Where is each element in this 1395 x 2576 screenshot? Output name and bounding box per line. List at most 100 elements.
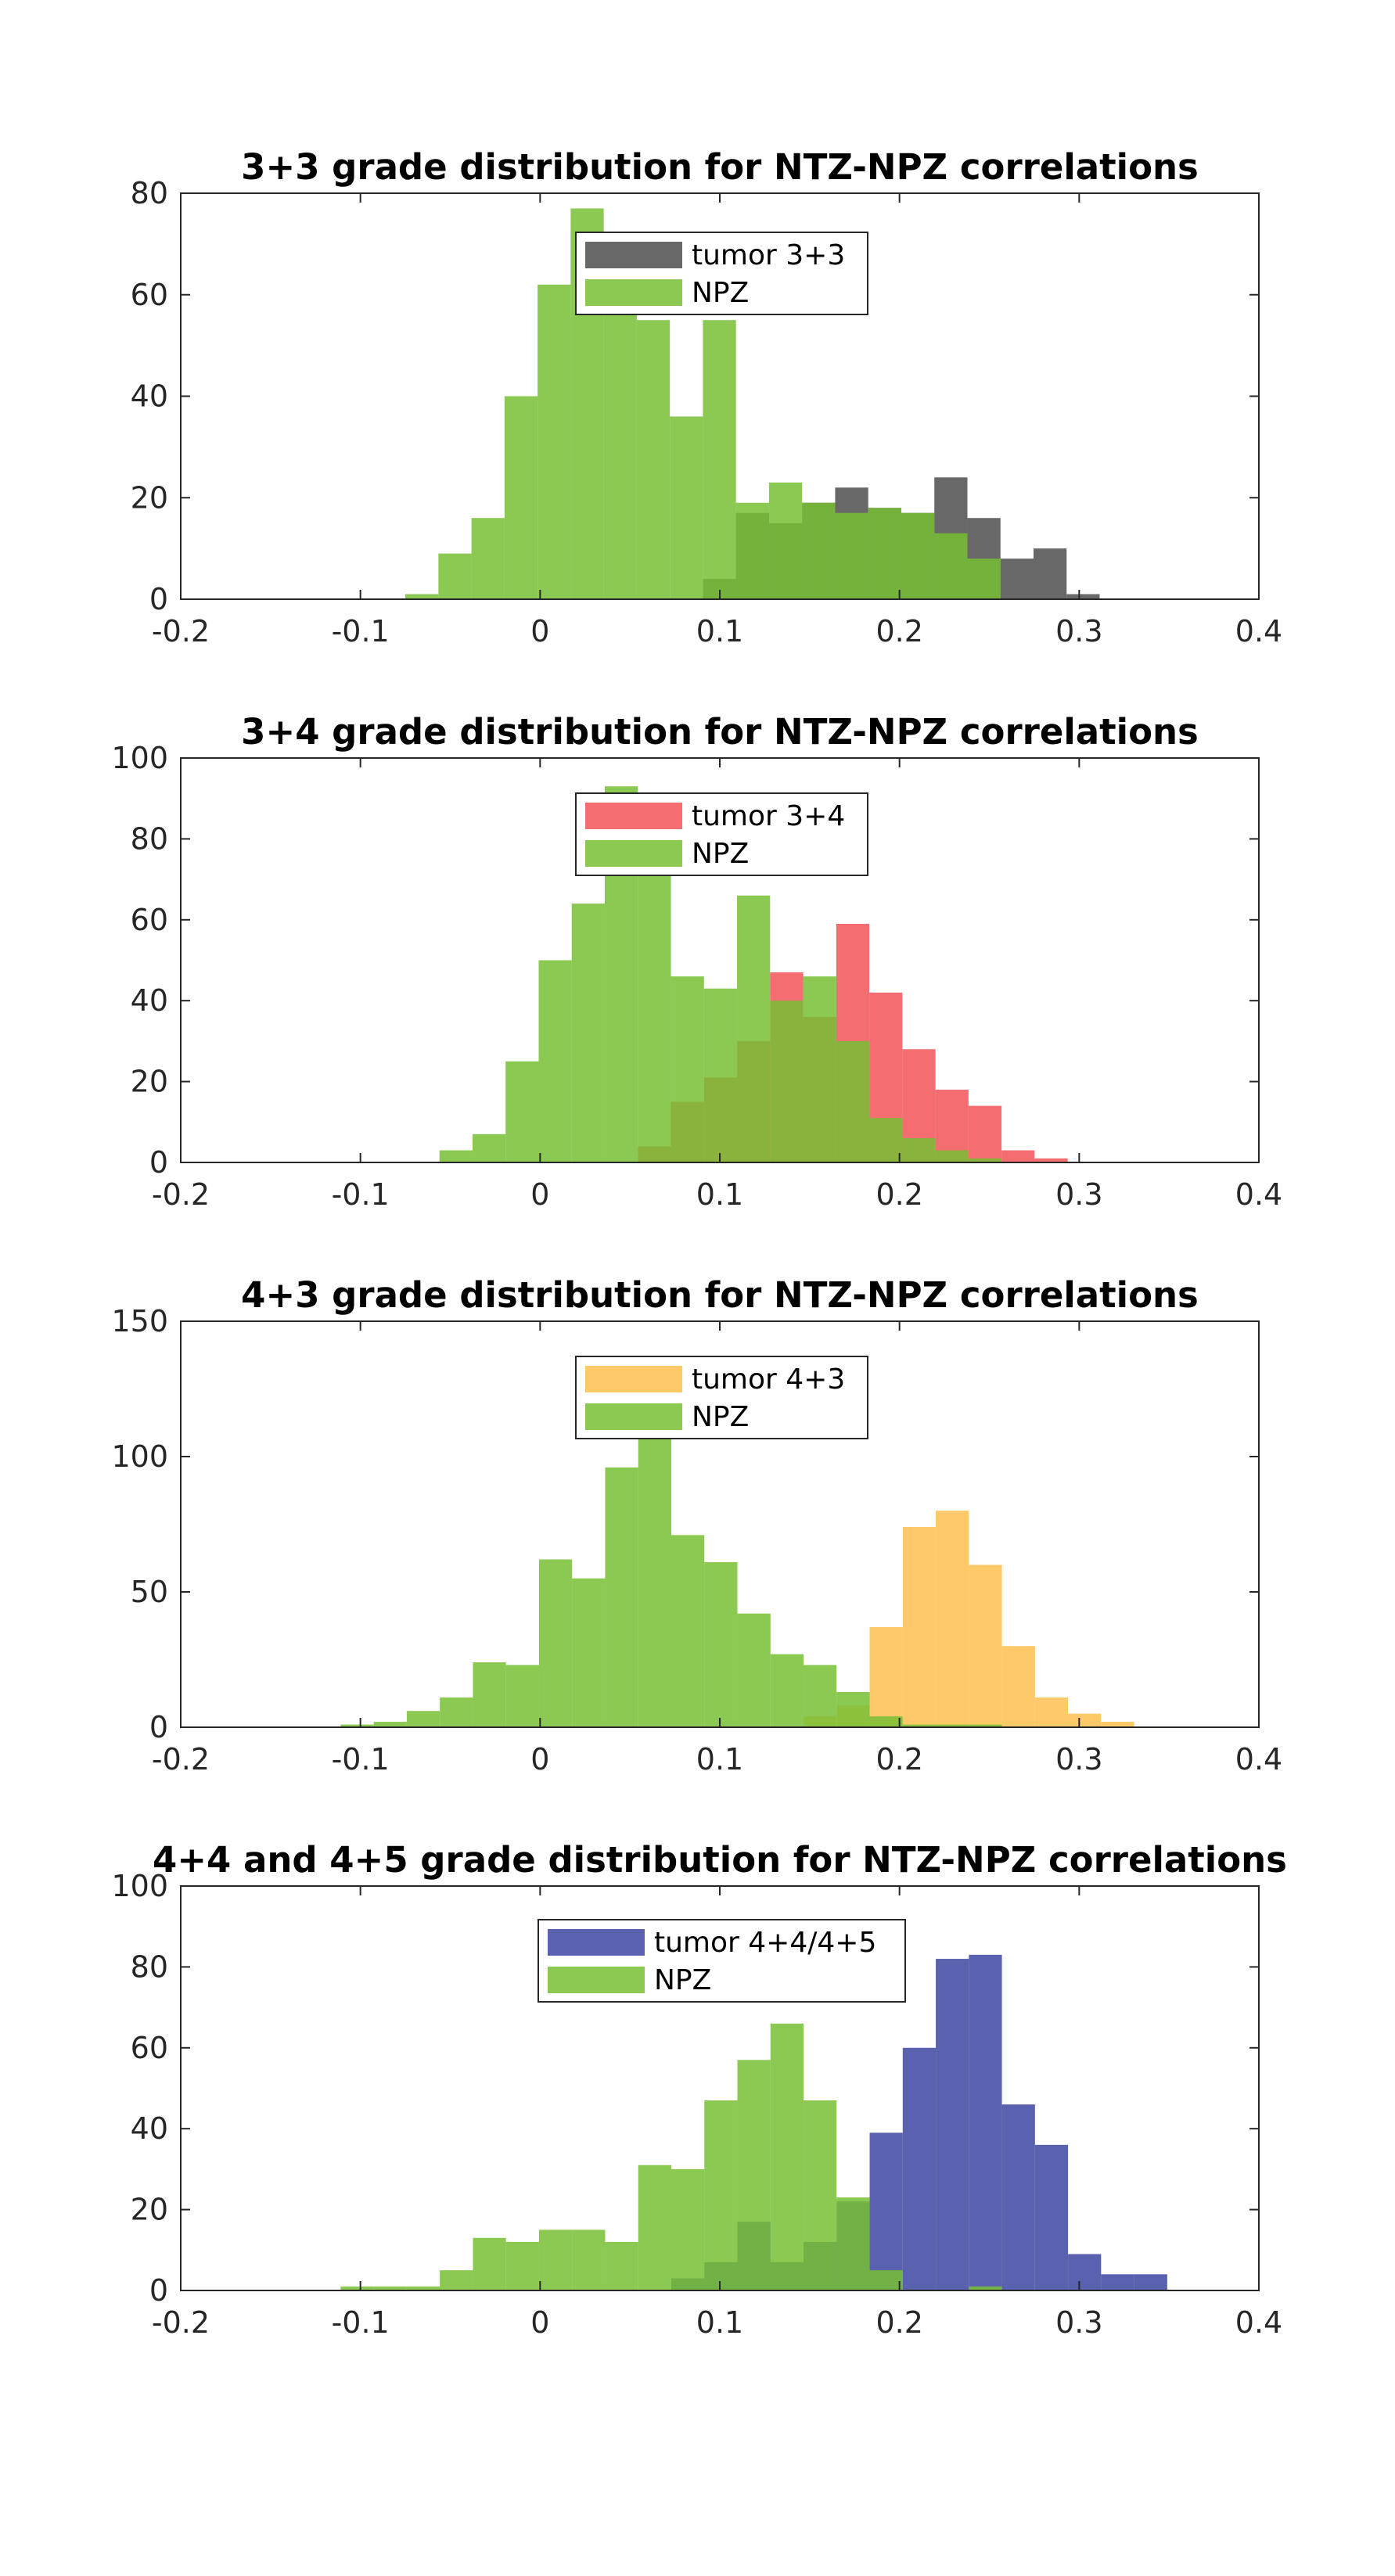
y-tick-label: 50 [131,1575,168,1609]
y-tick-label: 40 [131,379,168,414]
legend-label: NPZ [654,1964,711,1996]
npz-bar [505,1061,539,1162]
npz-bar [638,1437,671,1727]
y-tick-label: 40 [131,2111,168,2146]
npz-bar [770,2023,804,2290]
npz-bar [671,1535,705,1727]
y-tick-label: 60 [131,278,168,312]
tumor-bar [1000,559,1034,599]
npz-bar [505,2241,539,2290]
x-tick-label: -0.1 [332,1742,390,1777]
npz-bar [572,1578,606,1727]
x-tick-label: 0 [530,1742,549,1777]
x-tick-label: 0.1 [696,1742,743,1777]
npz-bar [869,2270,903,2290]
tumor-bar [902,1526,937,1727]
tumor-bar [936,1959,969,2290]
x-tick-label: 0.2 [875,614,922,648]
y-tick-label: 80 [131,1949,168,1984]
legend-swatch [585,1403,682,1430]
y-tick-label: 100 [111,1869,168,1903]
legend-label: tumor 3+4 [692,800,845,832]
x-tick-label: -0.2 [152,1177,210,1212]
npz-bar [340,2286,374,2290]
x-tick-label: -0.1 [332,2305,390,2340]
legend-swatch [585,1366,682,1392]
tumor-bar [1034,2144,1069,2290]
x-tick-label: 0.3 [1055,614,1102,648]
npz-bar [473,2237,506,2290]
x-tick-label: 0.1 [696,1177,743,1212]
tumor-bar [869,2132,903,2290]
npz-bar [968,1158,1002,1162]
npz-bar [538,1559,573,1727]
npz-bar [737,2060,771,2290]
npz-bar [737,1613,771,1727]
npz-bar [803,976,836,1162]
npz-bar [836,2197,870,2290]
y-tick-label: 40 [131,983,168,1018]
npz-bar [340,1724,374,1727]
chart-title: 4+4 and 4+5 grade distribution for NTZ-N… [153,1839,1287,1881]
chart-panel-1: -0.2 -0.1 0 0.1 0.2 0.3 0.4 0 20 40 60 80 3+3 grade … [131,146,1283,648]
npz-bar [671,2168,705,2290]
y-tick-label: 100 [111,741,168,775]
chart-title: 3+4 grade distribution for NTZ-NPZ corre… [241,711,1199,753]
legend-swatch [548,1929,645,1956]
npz-bar [571,904,606,1162]
x-tick-label: 0.3 [1055,1177,1102,1212]
x-tick-label: 0.4 [1235,614,1282,648]
npz-bar [967,559,1001,599]
x-tick-label: -0.2 [152,1742,210,1777]
x-tick-label: 0.4 [1235,1177,1282,1212]
npz-bar [405,594,439,599]
tumor-bar [1068,1713,1102,1727]
x-tick-label: 0.3 [1055,1742,1102,1777]
legend-swatch [585,803,682,829]
legend: tumor 3+4 NPZ [575,792,868,876]
tumor-bar [1101,2274,1134,2290]
tumor-bar [1033,548,1067,599]
npz-bar [836,1040,870,1162]
chart-panel-3: -0.2 -0.1 0 0.1 0.2 0.3 0.4 0 50 100 150 4+3 grade … [111,1274,1282,1777]
y-tick-label: 100 [111,1439,168,1474]
tumor-bar [1134,2274,1167,2290]
npz-bar [439,1150,473,1162]
x-tick-label: 0.2 [875,1177,922,1212]
tumor-bar [969,1954,1002,2290]
npz-bar [406,1711,440,1727]
npz-bar [934,533,968,599]
x-tick-label: 0.1 [696,614,743,648]
npz-bar [804,1665,837,1727]
tumor-bar [968,1105,1002,1162]
tumor-bar [902,2047,937,2290]
chart-panel-2: -0.2 -0.1 0 0.1 0.2 0.3 0.4 0 20 40 60 80 100 3+4 gra… [111,711,1282,1212]
x-tick-label: -0.1 [332,614,390,648]
npz-bar [969,2286,1002,2290]
legend-swatch [548,1967,645,1993]
legend-swatch [585,242,682,268]
tumor-bar [869,1626,903,1727]
x-tick-label: 0.1 [696,2305,743,2340]
npz-bar [768,482,803,599]
tumor-bar [936,1511,969,1727]
npz-bar [703,988,738,1162]
x-tick-label: 0.2 [875,1742,922,1777]
npz-bar [735,502,769,599]
legend-label: tumor 3+3 [692,239,845,271]
npz-bar [636,320,671,599]
npz-bar [868,508,901,599]
tumor-bar [1066,594,1100,599]
y-tick-label: 80 [131,821,168,856]
y-tick-label: 0 [149,1145,168,1180]
npz-bar [538,960,572,1162]
legend-label: NPZ [692,1401,749,1433]
x-tick-label: -0.2 [152,614,210,648]
y-tick-label: 80 [131,176,168,210]
npz-bar [605,2241,638,2290]
legend-label: tumor 4+4/4+5 [654,1927,876,1959]
npz-bar [638,2165,671,2290]
npz-bar [704,1561,738,1727]
